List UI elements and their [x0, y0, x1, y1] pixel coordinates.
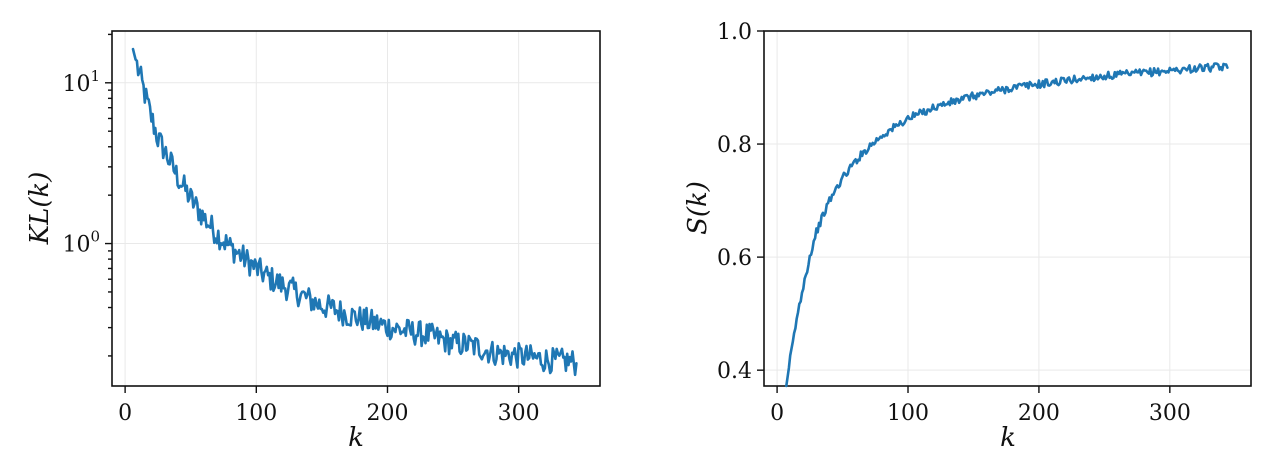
s-y-tick-label: 1.0 [717, 20, 752, 45]
kl-y-axis-label: KL(k) [25, 172, 55, 246]
kl-plot-frame [111, 30, 601, 387]
s-y-tick-label: 0.4 [717, 359, 752, 384]
kl-y-tick-label: 100 [62, 228, 100, 258]
s-x-tick-label: 200 [1018, 401, 1060, 426]
kl-x-tick-label: 0 [118, 401, 132, 426]
s-x-tick-label: 100 [887, 401, 929, 426]
kl-gridlines [112, 31, 600, 386]
s-y-tick-label: 0.8 [717, 133, 752, 158]
s-x-axis-label: k [1000, 423, 1016, 453]
s-plot-frame [763, 30, 1252, 387]
s-panel: 0 100 200 300 0.4 0.6 0.8 1.0 k S(k) [683, 20, 1252, 453]
s-x-tick-label: 0 [770, 401, 784, 426]
kl-series-line [131, 47, 578, 377]
s-y-axis-label: S(k) [683, 181, 713, 235]
s-gridlines [764, 30, 1251, 386]
kl-x-axis-label: k [348, 423, 364, 453]
kl-x-tick-label: 300 [498, 401, 540, 426]
s-y-tick-label: 0.6 [717, 246, 752, 271]
kl-x-tick-label: 100 [235, 401, 277, 426]
kl-x-tick-label: 200 [366, 401, 408, 426]
s-series-line [785, 62, 1229, 388]
s-x-tick-label: 300 [1149, 401, 1191, 426]
kl-ticks: 0 100 200 300 100 101 [62, 33, 540, 426]
kl-y-tick-label: 101 [62, 67, 100, 97]
kl-panel: 0 100 200 300 100 101 k KL(k) [25, 30, 601, 453]
s-ticks: 0 100 200 300 0.4 0.6 0.8 1.0 [717, 20, 1191, 426]
